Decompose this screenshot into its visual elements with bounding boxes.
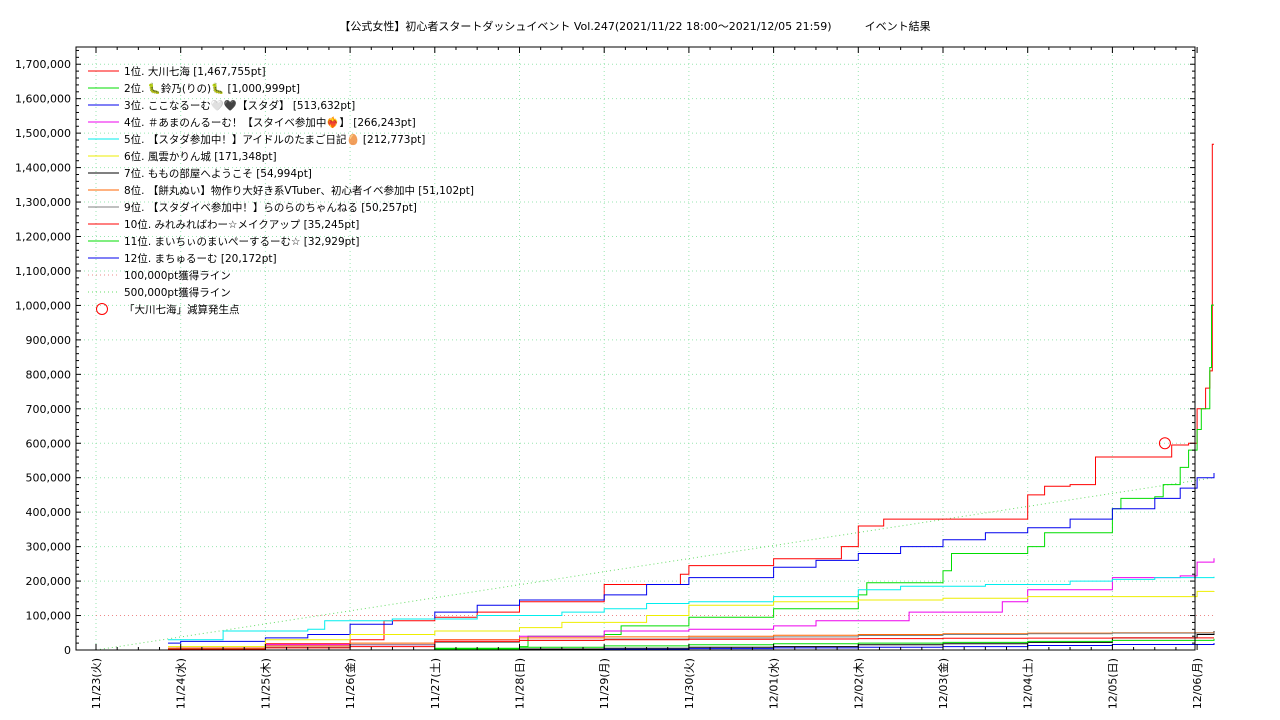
y-tick-label: 1,300,000 bbox=[15, 196, 71, 209]
y-tick-label: 1,700,000 bbox=[15, 58, 71, 71]
legend-marker-symbol bbox=[96, 303, 108, 315]
legend-label: 100,000pt獲得ライン bbox=[124, 269, 231, 282]
x-tick-label: 12/05(日) bbox=[1106, 658, 1119, 709]
x-tick-label: 11/23(火) bbox=[90, 658, 103, 709]
y-tick-label: 400,000 bbox=[26, 506, 72, 519]
series-line bbox=[168, 632, 1215, 650]
legend-label: 2位. 🐛鈴乃(りの)🐛 [1,000,999pt] bbox=[124, 82, 300, 95]
legend-label: 4位. ＃あまのんるーむ！【スタイベ参加中❤️‍🔥】 [266,243pt] bbox=[124, 116, 416, 129]
legend-label: 1位. 大川七海 [1,467,755pt] bbox=[124, 65, 266, 78]
reference-line bbox=[95, 477, 1215, 651]
x-tick-label: 11/26(金) bbox=[343, 658, 357, 709]
x-tick-label: 12/02(木) bbox=[852, 658, 865, 709]
y-tick-label: 1,400,000 bbox=[15, 162, 71, 175]
legend-label: 500,000pt獲得ライン bbox=[124, 286, 231, 299]
y-tick-label: 0 bbox=[64, 644, 71, 657]
legend-label: 3位. ここなるーむ🤍🖤【スタダ】 [513,632pt] bbox=[124, 99, 355, 112]
chart-title: 【公式女性】初心者スタートダッシュイベント Vol.247(2021/11/22… bbox=[339, 20, 931, 33]
y-tick-label: 700,000 bbox=[26, 403, 72, 416]
x-tick-label: 12/01(水) bbox=[768, 658, 781, 709]
series-line bbox=[168, 632, 1215, 649]
plot-frame bbox=[75, 46, 1196, 651]
series-line bbox=[168, 473, 1215, 644]
x-tick-label: 11/30(火) bbox=[683, 658, 696, 709]
y-tick-label: 500,000 bbox=[26, 472, 72, 485]
legend-label: 8位. 【餅丸ぬい】物作り大好き系VTuber、初心者イベ参加中 [51,102… bbox=[124, 184, 474, 197]
x-tick-label: 12/06(月) bbox=[1191, 658, 1204, 709]
x-tick-label: 12/04(土) bbox=[1022, 658, 1035, 709]
y-tick-label: 100,000 bbox=[26, 610, 72, 623]
series-line bbox=[168, 590, 1215, 648]
x-tick-label: 11/27(土) bbox=[429, 658, 442, 709]
legend-label: 12位. まちゅるーむ [20,172pt] bbox=[124, 252, 277, 265]
legend-label: 「大川七海」減算発生点 bbox=[124, 303, 240, 316]
y-tick-label: 800,000 bbox=[26, 368, 72, 381]
x-tick-label: 11/28(日) bbox=[514, 658, 527, 709]
x-axis: 11/23(火) 11/24(水) 11/25(木) 11/26(金) 11/27(土)… bbox=[90, 47, 1204, 709]
y-tick-label: 1,200,000 bbox=[15, 231, 71, 244]
event-markers bbox=[1158, 437, 1171, 450]
reference-lines bbox=[95, 477, 1215, 651]
y-tick-label: 1,000,000 bbox=[15, 299, 71, 312]
y-axis: 0 100,000 200,000 300,000 400,000 500,000 600,… bbox=[15, 49, 1195, 657]
y-tick-label: 1,100,000 bbox=[15, 265, 71, 278]
series-line bbox=[168, 576, 1215, 641]
x-tick-label: 11/24(水) bbox=[175, 658, 188, 709]
legend-label: 7位. ももの部屋へようこそ [54,994pt] bbox=[124, 167, 312, 180]
legend-label: 5位. 【スタダ参加中！】アイドルのたまご日記🥚 [212,773pt] bbox=[124, 133, 425, 146]
y-tick-label: 1,500,000 bbox=[15, 127, 71, 140]
legend-label: 6位. 風雲かりん城 [171,348pt] bbox=[124, 150, 277, 163]
y-tick-label: 200,000 bbox=[26, 575, 72, 588]
legend: 1位. 大川七海 [1,467,755pt] 2位. 🐛鈴乃(りの)🐛 [1,00… bbox=[88, 65, 474, 316]
event-marker bbox=[1158, 437, 1171, 450]
legend-label: 11位. まいちぃのまいぺーするーむ☆ [32,929pt] bbox=[124, 235, 360, 248]
legend-label: 9位. 【スタダイベ参加中！】らのらのちゃんねる [50,257pt] bbox=[124, 201, 417, 214]
y-tick-label: 300,000 bbox=[26, 541, 72, 554]
y-tick-label: 600,000 bbox=[26, 437, 72, 450]
x-tick-label: 11/29(月) bbox=[598, 658, 611, 709]
y-tick-label: 1,600,000 bbox=[15, 93, 71, 106]
x-tick-label: 12/03(金) bbox=[936, 658, 950, 709]
x-tick-label: 11/25(木) bbox=[259, 658, 272, 709]
y-tick-label: 900,000 bbox=[26, 334, 72, 347]
legend-label: 10位. みれみればわー☆メイクアップ [35,245pt] bbox=[124, 218, 359, 231]
